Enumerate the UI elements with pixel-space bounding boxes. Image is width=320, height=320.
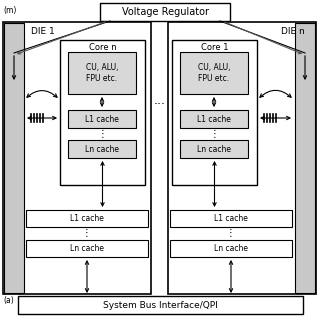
Bar [168,22,316,294]
Text: ⋮: ⋮ [210,129,220,139]
Bar [295,23,315,293]
FancyArrowPatch shape [27,91,57,97]
Bar [172,40,257,185]
Text: Ln cache: Ln cache [197,145,231,154]
Bar [26,210,148,227]
Text: Voltage Regulator: Voltage Regulator [122,7,209,17]
Text: L1 cache: L1 cache [214,214,248,223]
Bar [100,3,230,21]
Bar [68,140,136,158]
Text: Ln cache: Ln cache [70,244,104,253]
Text: System Bus Interface/QPI: System Bus Interface/QPI [103,300,218,309]
Text: DIE n: DIE n [281,27,305,36]
Text: L1 cache: L1 cache [197,115,231,124]
Text: DIE 1: DIE 1 [31,27,55,36]
Text: ⋮: ⋮ [82,228,92,238]
Bar [180,52,248,94]
Text: CU, ALU,
FPU etc.: CU, ALU, FPU etc. [86,63,118,83]
Text: Core n: Core n [89,44,116,52]
Text: Core 1: Core 1 [201,44,228,52]
Text: L1 cache: L1 cache [85,115,119,124]
Bar [68,52,136,94]
Bar [18,296,303,314]
Text: ⋮: ⋮ [226,228,236,238]
Bar [180,110,248,128]
Bar [170,240,292,257]
Text: Ln cache: Ln cache [85,145,119,154]
Text: ...: ... [154,93,166,107]
Bar [60,40,145,185]
Bar [68,110,136,128]
Bar [170,210,292,227]
FancyArrowPatch shape [260,90,291,97]
Text: L1 cache: L1 cache [70,214,104,223]
Text: (m): (m) [3,6,16,15]
Text: (a): (a) [3,295,14,305]
Bar [3,22,151,294]
Bar [4,23,24,293]
Text: Ln cache: Ln cache [214,244,248,253]
Text: ⋮: ⋮ [98,129,108,139]
Bar [26,240,148,257]
Bar [180,140,248,158]
Text: CU, ALU,
FPU etc.: CU, ALU, FPU etc. [198,63,230,83]
